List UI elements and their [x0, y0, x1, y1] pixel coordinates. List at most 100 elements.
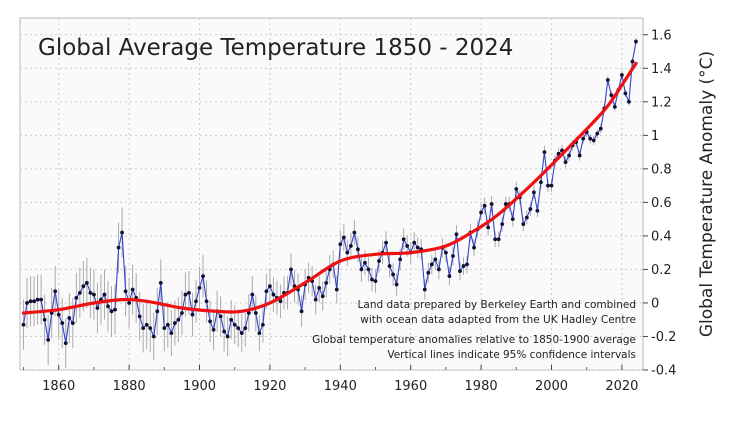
y-tick-label: 0.4: [651, 229, 672, 244]
annual-data-point: [510, 217, 515, 222]
x-tick-label: 1960: [394, 379, 427, 394]
annual-data-point: [605, 78, 610, 82]
annual-data-point: [366, 267, 371, 272]
annual-data-point: [377, 259, 381, 263]
annual-data-point: [253, 311, 258, 315]
annual-data-point: [549, 183, 554, 188]
annual-data-point: [172, 321, 177, 325]
note-line-3: Global temperature anomalies relative to…: [312, 334, 636, 346]
annual-data-point: [84, 280, 89, 285]
x-axis-ticks: 1860 1880 1900 1920 1940 1960 1980 2000 2020: [23, 365, 638, 394]
annual-data-point: [341, 235, 346, 240]
annual-data-point: [92, 292, 96, 297]
y-tick-label: 1.2: [651, 95, 672, 110]
annual-data-point: [28, 299, 33, 304]
x-tick-label: 2000: [535, 379, 568, 394]
x-tick-label: 1900: [183, 379, 216, 394]
annual-data-point: [289, 267, 293, 272]
annual-data-point: [320, 294, 325, 299]
annual-data-point: [363, 260, 367, 265]
annual-data-point: [116, 245, 121, 250]
annual-data-point: [169, 331, 174, 336]
annual-data-point: [634, 39, 638, 44]
annual-data-point: [521, 222, 526, 227]
annual-data-point: [500, 222, 505, 227]
annual-data-point: [148, 326, 153, 330]
annual-data-point: [465, 262, 469, 267]
annual-anomaly-series: [21, 39, 638, 346]
annual-data-point: [577, 153, 582, 158]
annual-data-point: [190, 312, 195, 317]
annual-data-point: [67, 316, 72, 320]
annual-data-point: [486, 225, 491, 230]
annual-data-point: [454, 232, 459, 237]
annual-data-point: [250, 292, 255, 297]
annual-data-point: [211, 327, 216, 332]
annual-data-point: [264, 289, 269, 294]
x-tick-label: 2020: [605, 379, 638, 394]
annual-data-point: [243, 326, 248, 330]
annual-data-point: [144, 322, 149, 327]
annual-data-point: [447, 274, 452, 279]
annual-data-point: [355, 247, 360, 252]
annual-data-point: [542, 150, 547, 154]
x-tick-label: 1980: [465, 379, 498, 394]
annual-data-point: [229, 317, 234, 322]
trend-series: [21, 61, 638, 315]
annual-data-point: [415, 245, 420, 250]
annual-data-point: [225, 334, 230, 339]
annual-data-point: [567, 153, 571, 158]
annual-data-point: [137, 314, 142, 319]
annual-data-point: [81, 284, 86, 289]
annual-data-point: [338, 242, 343, 247]
annual-data-point: [39, 297, 44, 302]
annual-data-point: [609, 93, 614, 98]
annual-data-point: [197, 285, 202, 290]
annual-data-point: [324, 280, 329, 285]
x-tick-label: 1920: [253, 379, 286, 394]
y-axis-label: Global Temperature Anomaly (°C): [697, 51, 717, 337]
annual-data-point: [482, 203, 487, 208]
annual-data-point: [412, 240, 417, 245]
annual-data-point: [384, 240, 388, 245]
chart-title: Global Average Temperature 1850 - 2024: [38, 35, 513, 61]
annual-data-point: [461, 264, 466, 268]
annual-data-point: [451, 254, 455, 258]
annual-data-point: [246, 311, 251, 315]
annual-data-point: [535, 208, 540, 213]
annual-data-point: [352, 230, 357, 235]
annual-data-point: [165, 322, 170, 327]
annual-data-point: [106, 304, 110, 309]
annual-data-point: [317, 285, 322, 290]
annual-data-point: [458, 269, 462, 274]
annual-data-point: [401, 237, 406, 242]
annual-data-point: [443, 250, 448, 255]
annual-data-point: [429, 262, 434, 267]
annual-data-point: [222, 329, 227, 334]
annual-data-point: [25, 301, 29, 305]
annual-data-point: [201, 274, 205, 279]
annual-data-point: [56, 312, 61, 317]
note-line-1: Land data prepared by Berkeley Earth and…: [358, 299, 636, 311]
annual-data-point: [479, 210, 483, 215]
annual-data-point: [95, 306, 100, 310]
annual-data-point: [278, 299, 283, 304]
annual-data-point: [187, 290, 191, 295]
annual-data-point: [563, 160, 568, 165]
annual-data-point: [591, 138, 596, 143]
y-axis-ticks: -0.4 -0.2 0 0.2 0.4 0.6 0.8 1 1.2 1.4 1.6: [643, 28, 676, 379]
annual-data-point: [102, 292, 107, 297]
annual-data-point: [194, 299, 198, 304]
annual-data-point: [313, 297, 318, 302]
y-tick-label: 1: [651, 129, 659, 144]
annual-data-point: [531, 190, 536, 195]
annual-data-point: [151, 334, 156, 339]
annual-data-point: [204, 299, 209, 304]
annual-data-point: [35, 297, 40, 302]
y-tick-label: 0: [651, 296, 659, 311]
annual-data-point: [21, 322, 26, 327]
annual-data-point: [236, 326, 241, 330]
annual-data-point: [630, 59, 635, 64]
annual-data-point: [176, 317, 181, 322]
